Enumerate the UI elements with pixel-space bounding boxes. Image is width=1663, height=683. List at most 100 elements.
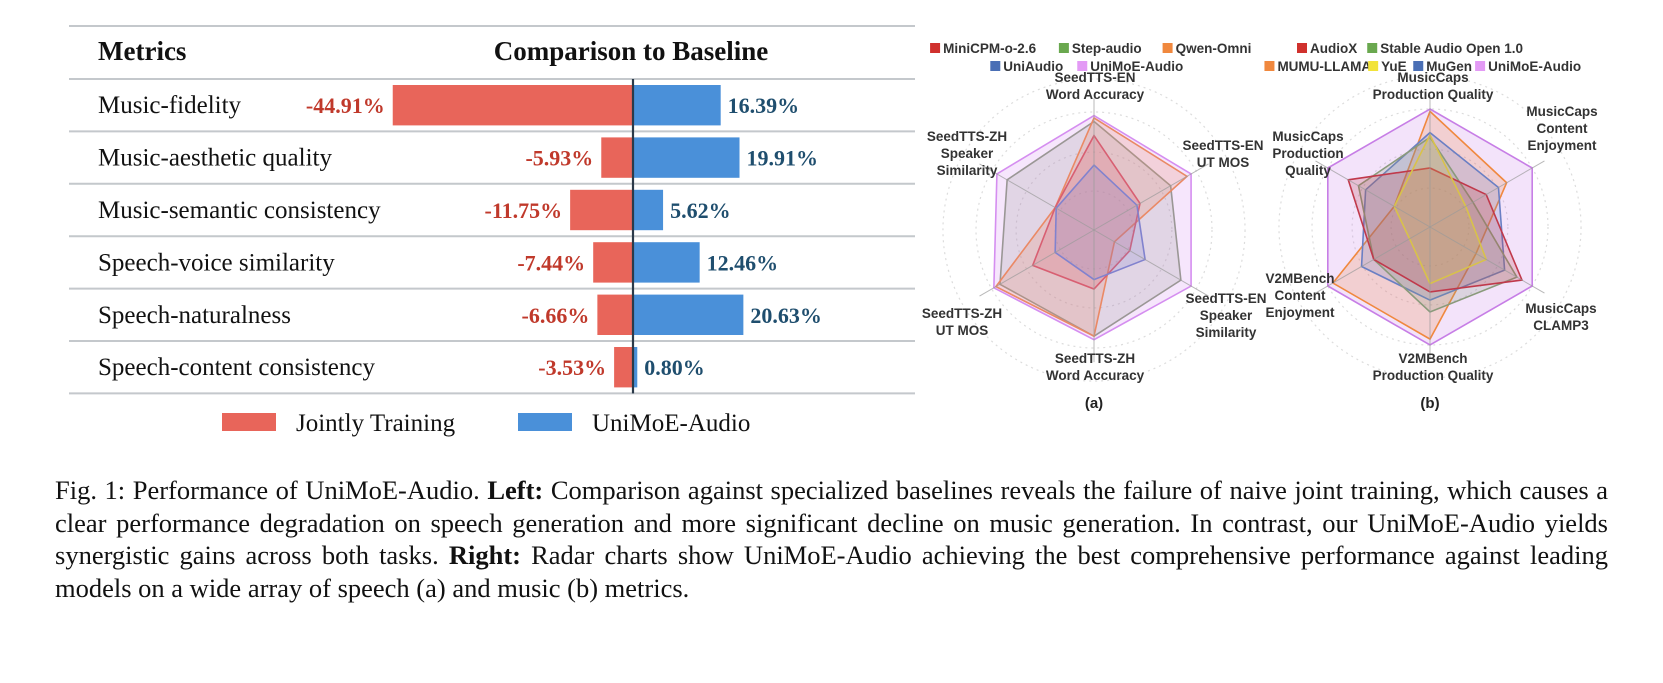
- legend-label: Step-audio: [1072, 41, 1142, 56]
- radar-axis-label: SeedTTS-EN UT MOS: [1182, 138, 1263, 170]
- caption-left-bold: Left:: [487, 475, 544, 505]
- radar-spoke: [1093, 229, 1209, 297]
- legend-swatch: [990, 61, 1001, 71]
- bar-unimoe-audio: [633, 85, 721, 126]
- legend-label: AudioX: [1310, 41, 1357, 56]
- radar-axis-label: SeedTTS-ZH Word Accuracy: [1046, 351, 1145, 383]
- radar-axis-label-line: CLAMP3: [1533, 318, 1589, 333]
- radar-axis-label-line: Content: [1537, 121, 1588, 136]
- metric-label: Speech-voice similarity: [98, 249, 335, 276]
- radar-axis-label-line: Quality: [1285, 163, 1331, 178]
- radar-axis-label-line: Enjoyment: [1527, 138, 1597, 153]
- radar-axis-label: SeedTTS-EN Word Accuracy: [1046, 70, 1145, 102]
- radar-spoke: [1315, 160, 1431, 228]
- metric-label: Music-aesthetic quality: [98, 145, 332, 172]
- legend-label-unimoe-audio: UniMoE-Audio: [592, 410, 750, 437]
- radar-axis-label-line: UT MOS: [936, 323, 989, 338]
- legend-swatch: [1367, 43, 1378, 53]
- legend-swatch: [1162, 43, 1173, 53]
- radar-axis-label-line: MusicCaps: [1525, 301, 1596, 316]
- radar-spoke: [1093, 163, 1209, 231]
- radar-axis-label: MusicCaps Content Enjoyment: [1526, 104, 1597, 153]
- legend-swatch-jointly-training: [222, 413, 276, 431]
- bar-unimoe-audio: [633, 189, 664, 231]
- radar-axis-label-line: MusicCaps: [1272, 129, 1343, 144]
- radar-axis-label: SeedTTS-ZH Speaker Similarity: [927, 129, 1007, 178]
- panel-label: (b): [1420, 395, 1439, 412]
- radar-axis-label-line: Word Accuracy: [1046, 87, 1145, 102]
- caption-left-text: Comparison against specialized baselines…: [55, 475, 1608, 570]
- legend-swatch: [1058, 43, 1069, 53]
- caption-fig-label: Fig. 1: Performance of UniMoE-Audio.: [55, 475, 488, 505]
- bar-jointly-training: [570, 189, 633, 231]
- metric-label: Music-fidelity: [98, 92, 242, 119]
- figure-caption: Fig. 1: Performance of UniMoE-Audio. Lef…: [55, 474, 1608, 604]
- legend-swatch: [1077, 61, 1088, 71]
- radar-axis-label-line: SeedTTS-ZH: [922, 306, 1002, 321]
- bar-label-jointly-training: -7.44%: [517, 250, 585, 275]
- bar-jointly-training: [614, 347, 633, 388]
- metric-label: Speech-naturalness: [98, 302, 291, 329]
- bar-label-unimoe-audio: 16.39%: [728, 93, 800, 118]
- bar-jointly-training: [392, 85, 633, 126]
- radar-axis-label: MusicCaps Production Quality: [1373, 70, 1494, 102]
- legend-label: UniMoE-Audio: [1090, 59, 1183, 74]
- radar-spoke: [1429, 226, 1545, 294]
- grid-ring: [975, 111, 1213, 349]
- bar-label-jointly-training: -6.66%: [522, 303, 590, 328]
- legend-swatch: [1475, 61, 1486, 71]
- bar-unimoe-audio: [633, 294, 744, 335]
- radar-axis-label-line: UT MOS: [1197, 155, 1250, 170]
- caption-right-text: Radar charts show UniMoE-Audio achieving…: [55, 540, 1608, 603]
- bar-label-jointly-training: -3.53%: [538, 355, 606, 380]
- legend-swatch: [930, 43, 941, 53]
- radar-axis-label: SeedTTS-EN Speaker Similarity: [1185, 291, 1266, 340]
- radar-axis-label: V2MBench Content Enjoyment: [1265, 271, 1335, 320]
- bar-jointly-training: [601, 137, 633, 178]
- legend-label-jointly-training: Jointly Training: [296, 410, 456, 437]
- radar-axis-label-line: V2MBench: [1398, 351, 1467, 366]
- radar-axis-label-line: Content: [1275, 288, 1326, 303]
- radar-axis-label: SeedTTS-ZH UT MOS: [922, 306, 1002, 338]
- bar-label-unimoe-audio: 0.80%: [644, 355, 705, 380]
- radar-axis-label-line: Production: [1272, 146, 1343, 161]
- grid-ring: [1311, 108, 1549, 346]
- panel-label: (a): [1085, 395, 1103, 412]
- radar-chart-b: MusicCaps Production Quality MusicCaps Cont…: [1264, 41, 1598, 412]
- bar-jointly-training: [593, 242, 633, 283]
- bar-label-jointly-training: -44.91%: [306, 93, 385, 118]
- radar-axis-label: V2MBench Production Quality: [1373, 351, 1494, 383]
- radar-axis-label-line: Production Quality: [1373, 368, 1494, 383]
- radar-axis-label: MusicCaps CLAMP3: [1525, 301, 1596, 333]
- metric-label: Speech-content consistency: [98, 354, 375, 381]
- legend-label: MUMU-LLAMA: [1277, 59, 1371, 74]
- legend-swatch-unimoe-audio: [518, 413, 572, 431]
- legend-label: MuGen: [1426, 59, 1472, 74]
- radar-axis-label-line: Word Accuracy: [1046, 368, 1145, 383]
- radar-axis-label-line: SeedTTS-ZH: [927, 129, 1007, 144]
- bar-unimoe-audio: [633, 242, 700, 283]
- bar-label-jointly-training: -5.93%: [525, 146, 593, 171]
- bar-label-unimoe-audio: 20.63%: [750, 303, 822, 328]
- bar-label-unimoe-audio: 12.46%: [707, 250, 779, 275]
- radar-axis-label-line: Speaker: [941, 146, 994, 161]
- bar-unimoe-audio: [633, 137, 740, 178]
- grid-ring: [1278, 75, 1582, 379]
- grid-ring: [942, 78, 1246, 382]
- radar-axis-label-line: SeedTTS-EN: [1182, 138, 1263, 153]
- radar-series-unimoe-audio: [993, 114, 1192, 341]
- legend-swatch: [1297, 43, 1308, 53]
- radar-axis-label-line: Production Quality: [1373, 87, 1494, 102]
- bar-jointly-training: [597, 294, 633, 335]
- legend-swatch: [1413, 61, 1424, 71]
- bar-label-unimoe-audio: 19.91%: [747, 146, 819, 171]
- radar-axis-label-line: Speaker: [1200, 308, 1253, 323]
- legend-swatch: [1368, 61, 1379, 71]
- column-header-comparison: Comparison to Baseline: [494, 36, 769, 66]
- radar-axis-label-line: Similarity: [1196, 325, 1257, 340]
- radar-axis-label-line: Enjoyment: [1265, 305, 1335, 320]
- radar-spoke: [1315, 226, 1431, 294]
- legend-label: MiniCPM-o-2.6: [943, 41, 1036, 56]
